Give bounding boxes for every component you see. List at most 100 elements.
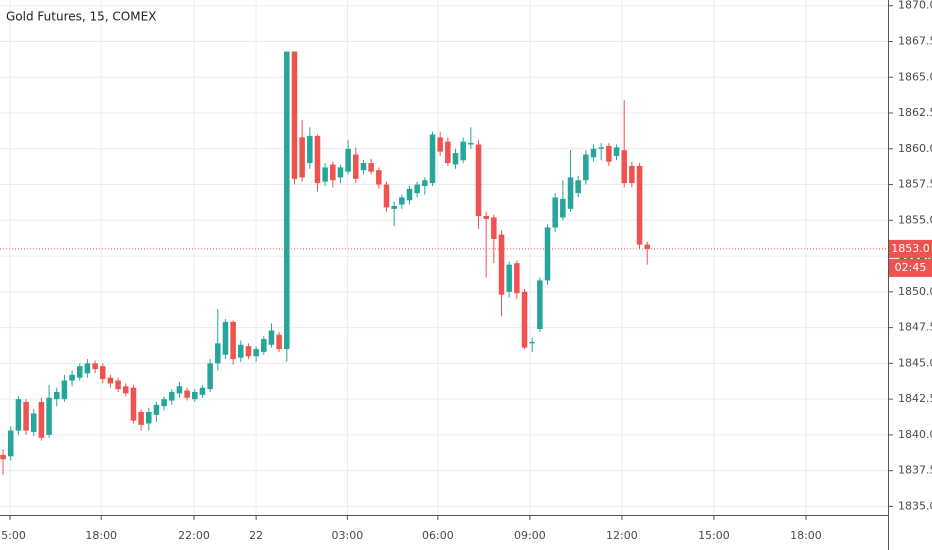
- y-tick-label: 1845.0: [898, 356, 932, 369]
- candle-body: [544, 227, 551, 281]
- x-tick-label: 06:00: [422, 529, 454, 542]
- x-tick-label: 18:00: [790, 529, 822, 542]
- y-tick-label: 1840.0: [898, 428, 932, 441]
- chart-title: Gold Futures, 15, COMEX: [6, 10, 156, 24]
- candle-body: [238, 344, 244, 358]
- candle-body: [146, 412, 152, 424]
- x-tick-label: 18:00: [85, 529, 117, 542]
- candle-body: [192, 391, 198, 400]
- candle-body: [368, 163, 374, 172]
- y-tick-label: 1865.0: [898, 70, 932, 83]
- candle-body: [613, 147, 620, 156]
- candle-body: [115, 380, 121, 390]
- candle-body: [130, 387, 137, 421]
- candle-body: [76, 366, 83, 378]
- candle-body: [268, 330, 275, 345]
- candle-body: [261, 339, 267, 352]
- candle-body: [537, 280, 543, 330]
- candle-body: [330, 164, 336, 181]
- candle-body: [636, 165, 643, 245]
- y-tick-label: 1870.0: [898, 0, 932, 12]
- candle-body: [575, 180, 581, 194]
- candle-body: [583, 154, 589, 181]
- candle-body: [437, 137, 443, 152]
- candle-body: [314, 135, 321, 184]
- candle-body: [383, 184, 390, 208]
- y-tick-label: 1867.5: [898, 34, 932, 47]
- candle-body: [445, 141, 451, 164]
- candle-body: [406, 188, 413, 201]
- candle-body: [353, 154, 359, 179]
- candle-body: [153, 404, 160, 415]
- candle-body: [460, 141, 466, 161]
- candle-body: [629, 165, 635, 184]
- candle-body: [521, 291, 528, 348]
- x-tick-label: 12:00: [606, 529, 638, 542]
- candle-body: [514, 263, 520, 294]
- candle-body: [215, 343, 221, 364]
- candle-body: [468, 143, 474, 145]
- candle-body: [475, 144, 482, 217]
- x-tick-label: 22:00: [178, 529, 210, 542]
- candle-body: [399, 197, 405, 205]
- candle-body: [567, 177, 574, 209]
- candle-body: [560, 198, 566, 218]
- candle-body: [230, 321, 236, 360]
- candle-body: [422, 180, 428, 186]
- countdown-box: [889, 258, 932, 277]
- candle-body: [30, 413, 37, 433]
- candle-body: [506, 264, 512, 292]
- last-price-label: 1853.0: [891, 242, 930, 255]
- candle-body: [552, 197, 558, 228]
- candle-body: [621, 150, 627, 184]
- candle-body: [46, 397, 52, 435]
- y-tick-label: 1850.0: [898, 285, 932, 298]
- x-tick-label: 15:00: [0, 529, 26, 542]
- x-tick-label: 09:00: [514, 529, 546, 542]
- candle-body: [138, 412, 144, 425]
- candle-body: [53, 391, 60, 400]
- candle-body: [322, 167, 328, 182]
- candle-body: [222, 321, 229, 355]
- candle-body: [284, 51, 290, 350]
- candle-body: [391, 206, 397, 209]
- candle-body: [644, 244, 650, 249]
- candle-body: [337, 167, 344, 178]
- x-tick-label: 03:00: [332, 529, 364, 542]
- candle-body: [498, 234, 505, 295]
- candle-body: [376, 170, 382, 185]
- candle-body: [245, 346, 252, 357]
- candle-body: [15, 399, 22, 431]
- candle-body: [429, 134, 436, 184]
- y-tick-label: 1835.0: [898, 499, 932, 512]
- y-tick-label: 1847.5: [898, 321, 932, 334]
- candles: [0, 51, 650, 475]
- candle-body: [598, 147, 604, 149]
- last-price-box: [889, 239, 932, 258]
- y-tick-label: 1862.5: [898, 106, 932, 119]
- candle-body: [61, 380, 68, 400]
- candle-body: [84, 363, 91, 374]
- y-tick-label: 1837.5: [898, 464, 932, 477]
- candle-body: [123, 386, 129, 394]
- candle-body: [345, 148, 351, 172]
- candle-body: [491, 217, 497, 239]
- candle-body: [0, 454, 6, 460]
- candle-body: [360, 163, 367, 171]
- candle-body: [176, 386, 183, 394]
- candle-body: [69, 374, 75, 381]
- x-tick-label: 15:00: [698, 529, 730, 542]
- x-tick-label: 22: [249, 529, 263, 542]
- candle-body: [291, 51, 298, 179]
- candle-body: [7, 430, 14, 457]
- candle-body: [529, 341, 535, 344]
- candle-body: [38, 401, 45, 438]
- candle-body: [161, 399, 167, 407]
- grid: [0, 0, 888, 515]
- candle-body: [276, 334, 282, 350]
- candle-body: [253, 349, 259, 357]
- countdown-label: 02:45: [895, 261, 927, 274]
- candle-body: [307, 135, 313, 164]
